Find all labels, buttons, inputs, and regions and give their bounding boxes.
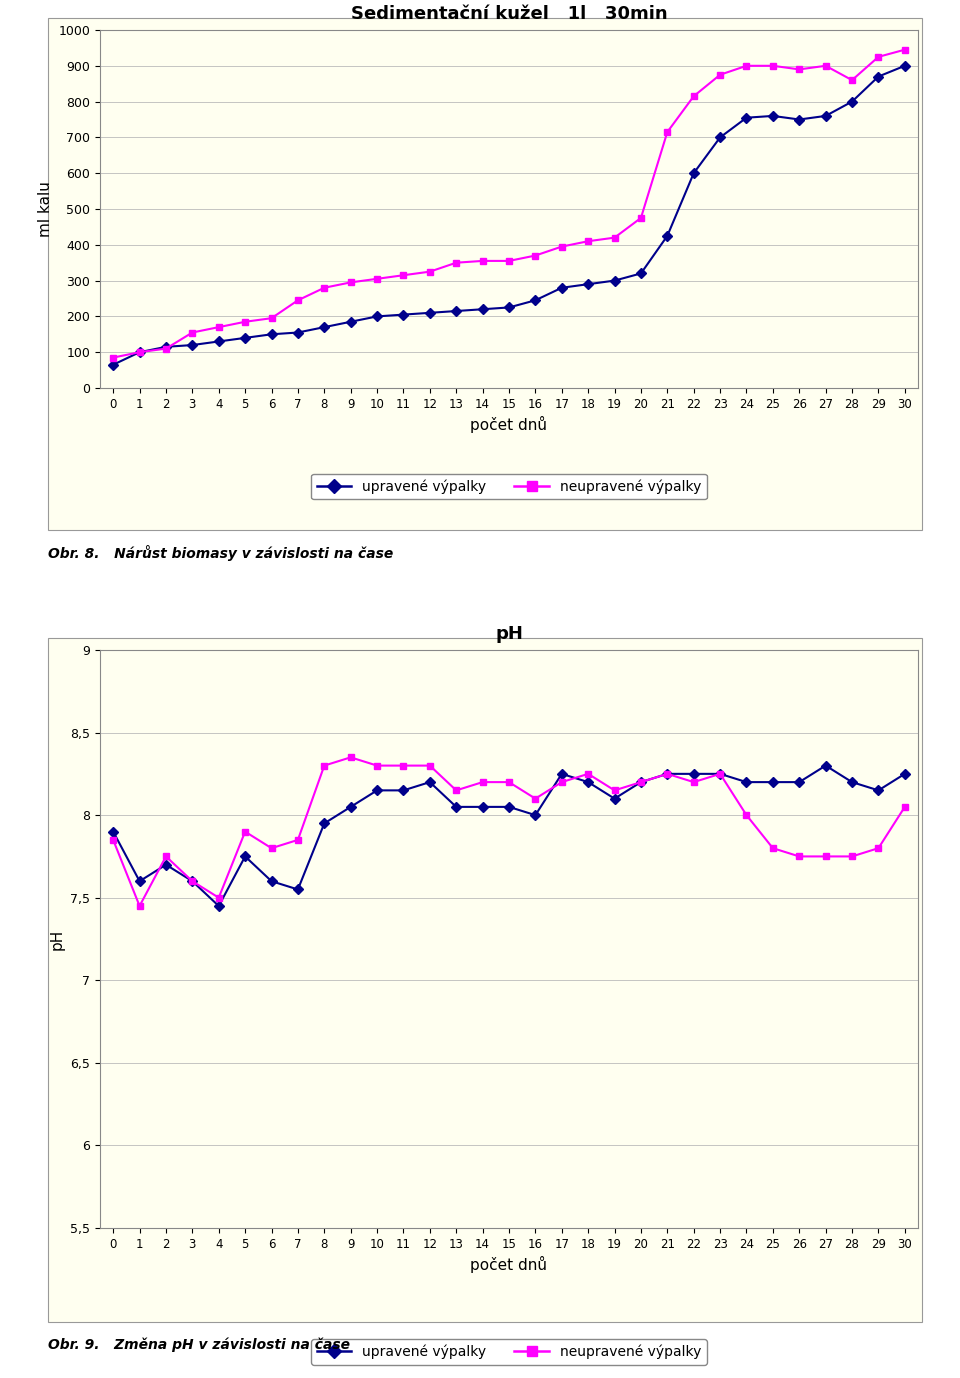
Legend: upravené výpalky, neupravené výpalky: upravené výpalky, neupravené výpalky (311, 1339, 707, 1364)
Text: Obr. 8.   Nárůst biomasy v závislosti na čase: Obr. 8. Nárůst biomasy v závislosti na č… (48, 546, 394, 561)
X-axis label: počet dnů: počet dnů (470, 416, 547, 433)
Text: Obr. 9.   Změna pH v závislosti na čase: Obr. 9. Změna pH v závislosti na čase (48, 1338, 350, 1352)
Y-axis label: ml kalu: ml kalu (37, 181, 53, 237)
Title: Sedimentační kužel   1l   30min: Sedimentační kužel 1l 30min (350, 6, 667, 23)
X-axis label: počet dnů: počet dnů (470, 1257, 547, 1273)
Legend: upravené výpalky, neupravené výpalky: upravené výpalky, neupravené výpalky (311, 474, 707, 499)
Y-axis label: pH: pH (50, 929, 64, 949)
Title: pH: pH (495, 624, 523, 644)
